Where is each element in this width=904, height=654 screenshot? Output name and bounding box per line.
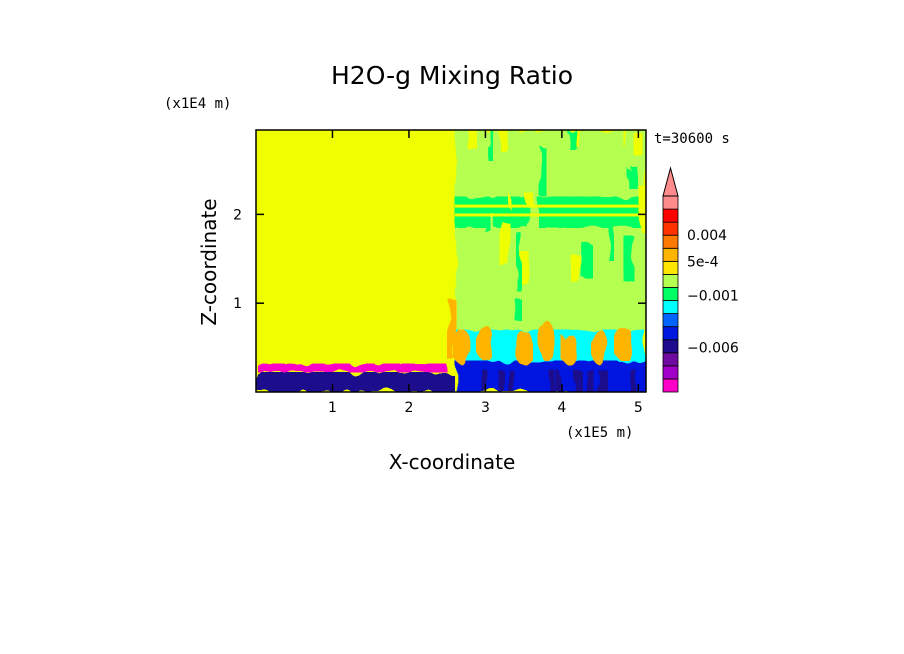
colorbar-swatch [662,365,679,380]
heatmap-streak [538,145,547,197]
colorbar-swatch [662,378,679,393]
y-tick-label: 1 [233,296,242,312]
heatmap-streak [627,152,632,172]
x-tick-label: 4 [557,400,566,416]
y-axis-label: Z-coordinate [197,198,221,325]
colorbar-swatch [662,195,679,210]
time-label: t=30600 s [654,131,730,147]
plot-frame [255,129,647,393]
chart-title: H2O-g Mixing Ratio [331,61,573,90]
heatmap-streak [623,235,635,282]
heatmap-streak [485,216,494,233]
heatmap-surface-cell [584,369,591,392]
heatmap-surface-cell [555,369,562,392]
heatmap-surface-cell [498,369,505,392]
colorbar-label: −0.006 [687,341,739,357]
heatmap-surface-cell [508,369,515,392]
x-tick-label: 3 [481,400,490,416]
colorbar-swatch [662,300,679,314]
heatmap-streak [516,232,522,292]
heatmap-streak [626,166,638,189]
heatmap-plume [591,329,610,366]
heatmap-streak [508,186,512,221]
heatmap-streak [490,213,494,250]
colorbar-extend-arrow [662,166,679,197]
colorbar-swatch [662,273,679,288]
colorbar-swatch [662,234,679,249]
colorbar-label: −0.001 [687,288,739,304]
heatmap-plume [514,329,533,366]
colorbar-swatch [662,287,679,301]
heatmap-surface-cell [573,369,580,392]
heatmap-streak [498,130,511,152]
heatmap-streak [488,130,493,161]
heatmap-surface-cell [630,369,637,392]
heatmap-streak [633,132,643,156]
heatmap-streak [474,148,483,190]
heatmap-streak [524,192,534,208]
x-tick-label: 5 [634,400,643,416]
colorbar-swatch [662,208,679,223]
heatmap-plume [614,325,633,361]
colorbar: 0.004 5e-4 −0.001 −0.006 [662,166,739,393]
colorbar-label: 0.004 [687,228,727,244]
heatmap-streak [518,251,530,285]
heatmap-streak [467,130,477,149]
heatmap-streak [580,241,593,279]
heatmap-streak [526,183,539,236]
heatmap-detail [447,130,646,392]
heatmap-streak [576,130,581,149]
heatmap-region-left-surface-magenta [256,363,448,373]
heatmap-streak [563,249,574,264]
heatmap-surface-cell [596,369,603,392]
heatmap-band-stripe [454,204,646,208]
heatmap-plume [537,320,556,361]
heatmap-surface-cell [549,369,556,392]
colorbar-label: 5e-4 [687,254,719,270]
x-unit-label: (x1E5 m) [566,425,633,441]
heatmap-surface-cell [576,369,583,392]
y-axis-ticks: 12 [233,207,646,312]
heatmap-plume [453,329,472,366]
heatmap-band-stripe [454,213,646,217]
colorbar-swatch [662,326,679,341]
heatmap-plume [560,334,579,366]
heatmap-plume [476,325,495,361]
heatmap-streak [623,130,630,151]
colorbar-swatch [662,313,679,328]
heatmap-streak [607,208,614,261]
heatmap-streak [514,298,522,321]
heatmap-streak [638,185,646,233]
x-axis-ticks: 1 2 3 4 5 [328,130,643,416]
y-tick-label: 2 [233,207,242,223]
x-tick-label: 2 [404,400,413,416]
colorbar-swatch [662,247,679,262]
colorbar-swatch [662,260,679,275]
heatmap-surface-cell [601,369,608,392]
colorbar-swatch [662,339,679,354]
heatmap-region-left-surface-navy [256,372,455,392]
heatmap-region-right-band-green [454,196,646,228]
heatmap-streak [570,254,581,283]
colorbar-swatch [662,352,679,367]
colorbar-swatch [662,221,679,236]
heatmap-streak [499,219,511,266]
x-axis-label: X-coordinate [389,450,516,474]
y-unit-label: (x1E4 m) [164,96,231,112]
heatmap-edge-plume [447,298,457,361]
heatmap-surface-cell [481,369,488,392]
heatmap-streak [567,130,579,150]
x-tick-label: 1 [328,400,337,416]
